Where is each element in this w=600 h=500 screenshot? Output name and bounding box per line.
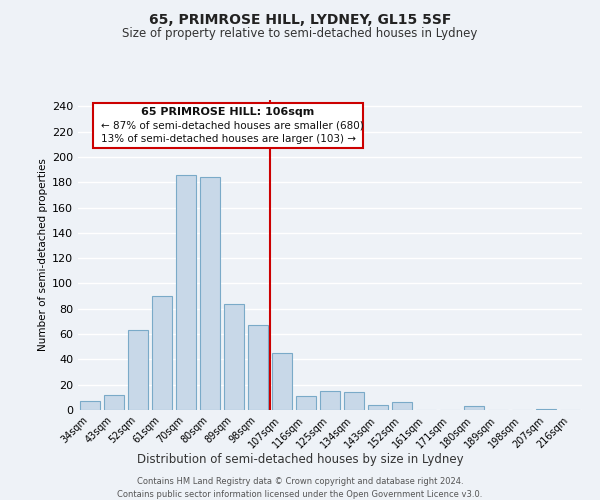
Bar: [320, 391, 340, 410]
Text: ← 87% of semi-detached houses are smaller (680): ← 87% of semi-detached houses are smalle…: [101, 120, 364, 130]
Y-axis label: Number of semi-detached properties: Number of semi-detached properties: [38, 158, 48, 352]
Text: Contains HM Land Registry data © Crown copyright and database right 2024.: Contains HM Land Registry data © Crown c…: [137, 478, 463, 486]
Text: Distribution of semi-detached houses by size in Lydney: Distribution of semi-detached houses by …: [137, 452, 463, 466]
Text: Size of property relative to semi-detached houses in Lydney: Size of property relative to semi-detach…: [122, 28, 478, 40]
Bar: [128, 330, 148, 410]
Text: 65, PRIMROSE HILL, LYDNEY, GL15 5SF: 65, PRIMROSE HILL, LYDNEY, GL15 5SF: [149, 12, 451, 26]
Text: 65 PRIMROSE HILL: 106sqm: 65 PRIMROSE HILL: 106sqm: [142, 107, 314, 117]
Bar: [272, 353, 292, 410]
Bar: [296, 396, 316, 410]
FancyBboxPatch shape: [93, 103, 363, 148]
Text: 13% of semi-detached houses are larger (103) →: 13% of semi-detached houses are larger (…: [101, 134, 356, 144]
Bar: [80, 401, 100, 410]
Bar: [536, 408, 556, 410]
Bar: [248, 325, 268, 410]
Bar: [464, 406, 484, 410]
Bar: [392, 402, 412, 410]
Bar: [344, 392, 364, 410]
Bar: [176, 174, 196, 410]
Bar: [368, 405, 388, 410]
Bar: [152, 296, 172, 410]
Bar: [224, 304, 244, 410]
Text: Contains public sector information licensed under the Open Government Licence v3: Contains public sector information licen…: [118, 490, 482, 499]
Bar: [200, 177, 220, 410]
Bar: [104, 395, 124, 410]
